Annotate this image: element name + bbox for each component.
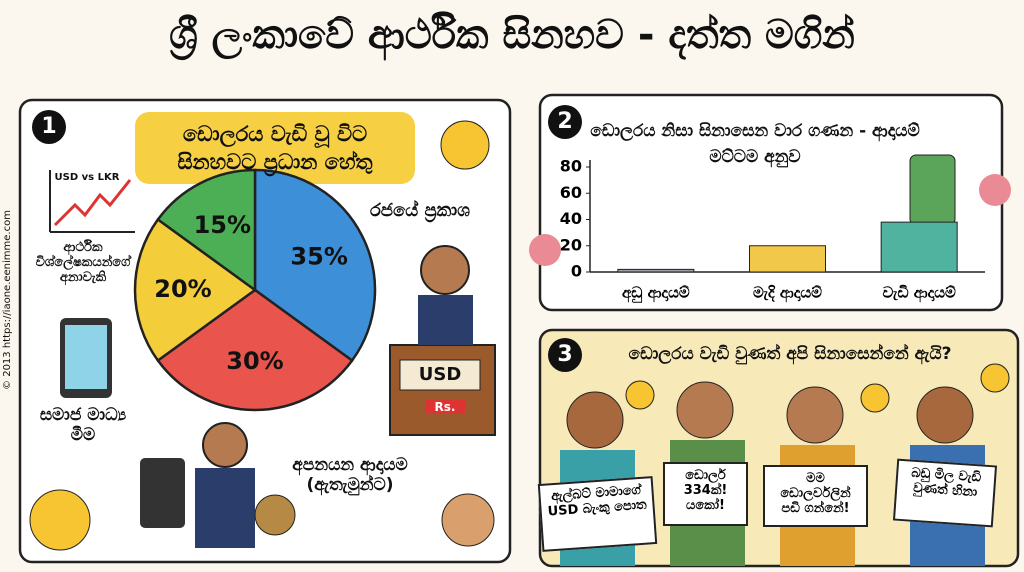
pie-category: සමාජ මාධ්‍ය මීම (39, 405, 127, 445)
value-label: 20% (154, 275, 211, 303)
badge: 2 (548, 105, 582, 139)
sign: බඩු මිල වැඩි වුණත් හිනා (892, 458, 998, 528)
title: ශ්‍රී ලංකාවේ ආර්ථික සිනහව - දත්ත මගින් (169, 12, 855, 58)
y-tick-label: 60 (560, 183, 582, 202)
pie-title: ඩොලරය වැඩි වූ විට සිනහවට ප්‍රධාන හේතු (177, 122, 373, 174)
pie-slice (133, 217, 258, 363)
badge: 1 (32, 110, 66, 144)
pie-slice (156, 288, 354, 412)
phone-screen (65, 325, 107, 389)
y-tick-label: 0 (571, 262, 582, 281)
money-bag (254, 494, 296, 536)
piggy-bank (529, 234, 561, 266)
pie-category: අපනයන ආදායම (ඇතැමුන්ට) (292, 455, 408, 495)
sign: ඩොලර් 334ක්! යකෝ! (663, 462, 748, 526)
bar (749, 245, 826, 273)
piggy-bank (979, 174, 1011, 206)
face (441, 493, 495, 547)
bar-title: ඩොලරය නිසා සිනාසෙන වාර ගණන - ආදායම් මට්ට… (590, 121, 920, 167)
panel3-title: ඩොලරය වැඩි වුණත් අපි සිනාසෙන්නේ ඇයි? (628, 344, 952, 364)
bar (617, 268, 695, 273)
pie-category: ආර්ථික විශ්ලේෂකයන්ගේ අනාවැකි (35, 240, 131, 285)
emoji (440, 120, 490, 170)
emoji (29, 489, 91, 551)
emoji (625, 380, 655, 410)
emoji (860, 383, 890, 413)
y-tick-label: 20 (560, 235, 582, 254)
trend-icon (53, 179, 132, 227)
heading-box (135, 112, 415, 184)
y-tick-label: 40 (560, 209, 582, 228)
podium-sign (399, 359, 481, 391)
value-label: 35% (290, 242, 347, 270)
speaker-face (420, 245, 470, 295)
x-tick-label: අඩු ආදායම් (622, 284, 690, 304)
phone-icon (140, 458, 185, 528)
sign: ඇල්බට් මාමාගේ USD බැංකු පොත (537, 476, 658, 552)
podium-label: USD (418, 364, 462, 385)
speaker-suit (418, 295, 473, 345)
badge: 3 (548, 338, 582, 372)
inset-label: USD vs LKR (54, 172, 120, 183)
y-tick-label: 80 (560, 157, 582, 176)
sign: මම ඩොලර්වලින් පඩි ගන්නේ! (763, 465, 868, 527)
podium-label: Rs. (425, 400, 465, 414)
value-label: 30% (226, 347, 283, 375)
pie-category: රජයේ ප්‍රකාශ (369, 200, 471, 221)
watermark: © 2013 https://iaone.eenimme.com (2, 210, 13, 390)
x-tick-label: මැදි ආදායම් (753, 284, 822, 303)
pie-slice (253, 168, 377, 363)
emoji (980, 363, 1010, 393)
value-label: 15% (194, 211, 251, 239)
x-tick-label: වැඩි ආදායම් (882, 284, 956, 303)
pie-slice (156, 168, 257, 293)
man-face (202, 422, 248, 468)
bar (880, 221, 958, 273)
man-suit (195, 468, 255, 548)
